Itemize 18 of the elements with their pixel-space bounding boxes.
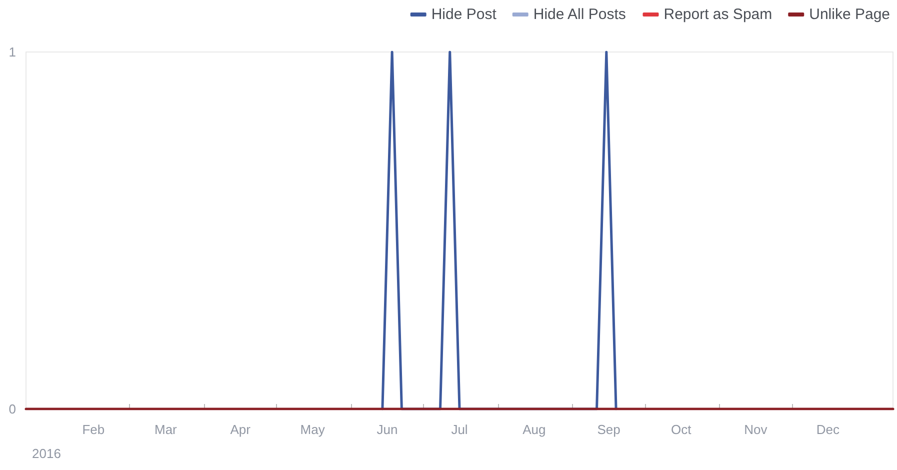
x-tick-label: Aug [522, 422, 546, 437]
x-tick-label: Feb [82, 422, 105, 437]
legend-label: Unlike Page [809, 6, 890, 23]
x-tick-label: Jul [451, 422, 468, 437]
x-tick-label: Apr [230, 422, 252, 437]
x-tick-label: May [300, 422, 326, 437]
y-tick-label: 0 [8, 402, 16, 416]
x-tick-label: Sep [597, 422, 620, 437]
x-tick-label: Jun [376, 422, 398, 437]
text: 2016 [32, 446, 61, 461]
legend-label: Hide Post [431, 6, 498, 23]
legend-label: Report as Spam [664, 6, 772, 23]
x-tick-label: Dec [816, 422, 840, 437]
x-tick-label: Oct [670, 422, 692, 437]
y-tick-label: 1 [8, 44, 16, 60]
legend-label: Hide All Posts [533, 6, 626, 23]
x-tick-label: Nov [744, 422, 768, 437]
x-tick-label: Mar [154, 422, 178, 437]
